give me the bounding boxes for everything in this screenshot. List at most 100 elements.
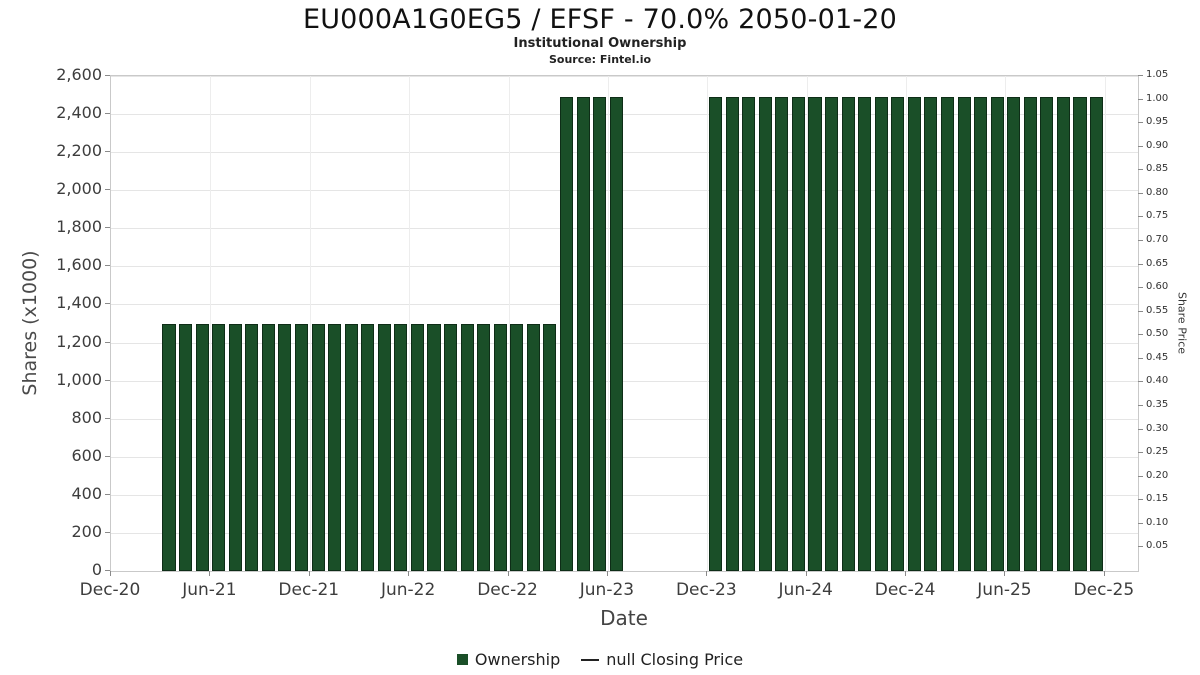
axis-tickmark [105,417,110,419]
ownership-bar [377,323,391,571]
y-axis-right-tick-label: 0.10 [1146,516,1169,528]
y-axis-tick-label: 600 [71,445,102,465]
ownership-bar [245,323,259,571]
ownership-bar [974,96,988,571]
y-axis-tick-label: 2,400 [56,103,102,123]
axis-tickmark [1138,405,1143,406]
gridline [111,342,1138,344]
gridline [111,76,1138,77]
axis-tickmark [1103,571,1105,576]
ownership-bar [510,323,524,571]
axis-tickmark [105,151,110,153]
x-axis-tick-label: Dec-25 [1073,580,1135,600]
gridline [111,532,1138,534]
y-axis-right-tick-label: 0.85 [1146,163,1169,175]
axis-tickmark [105,75,110,76]
ownership-bar [410,323,424,571]
y-axis-title-right: Share Price [1175,291,1189,355]
ownership-bar [808,96,822,571]
axis-tickmark [1138,475,1143,477]
y-axis-tick-label: 2,600 [56,65,102,84]
axis-tickmark [1138,546,1143,548]
axis-tickmark [1138,357,1143,359]
y-axis-right-tick-label: 0.30 [1146,422,1169,434]
gridline [111,190,1138,192]
x-axis-title: Date [600,606,648,630]
gridline [309,76,311,571]
ownership-bar [179,323,193,571]
x-axis-tick-label: Dec-23 [675,580,737,600]
axis-tickmark [110,571,111,576]
ownership-bar [742,96,756,571]
plot-area [110,75,1139,572]
y-axis-tick-label: 1,600 [56,255,102,275]
gridline [111,304,1138,306]
y-axis-tick-label: 1,000 [56,369,102,389]
axis-tickmark [105,303,110,305]
ownership-bar [344,323,358,571]
ownership-bar [1023,96,1037,571]
axis-tickmark [308,571,310,576]
axis-tickmark [1138,145,1143,147]
ownership-bar [858,96,872,571]
ownership-bar [543,323,557,571]
ownership-bar [874,96,888,571]
axis-tickmark [606,571,608,576]
axis-tickmark [105,265,110,267]
gridline [409,76,411,571]
axis-tickmark [706,571,708,576]
y-axis-right-tick-label: 0.80 [1146,186,1169,198]
ownership-bar [477,323,491,571]
axis-tickmark [105,570,110,571]
y-axis-tick-label: 1,800 [56,217,102,237]
gridline [1104,76,1106,571]
ownership-bar [709,96,723,571]
gridline [111,380,1138,382]
gridline [111,494,1138,496]
axis-tickmark [105,455,110,457]
gridline [707,76,709,571]
ownership-bar [460,323,474,571]
y-axis-tick-label: 400 [71,483,102,503]
axis-tickmark [105,531,110,533]
x-axis-tick-label: Jun-22 [380,580,436,600]
y-axis-right-tick-label: 0.15 [1146,493,1169,505]
ownership-bar [825,96,839,571]
axis-tickmark [1138,192,1143,194]
chart-source: Source: Fintel.io [548,53,652,66]
ownership-bar [195,323,209,571]
axis-tickmark [1138,240,1143,241]
y-axis-tick-label: 800 [71,407,102,427]
gridline [210,76,212,571]
axis-tickmark [1004,571,1006,576]
ownership-bar [394,323,408,571]
x-axis-tick-label: Jun-21 [182,580,237,600]
axis-tickmark [408,571,410,576]
axis-tickmark [1138,452,1143,454]
ownership-bar [576,96,590,571]
chart-subtitle: Institutional Ownership [513,36,687,51]
y-axis-right-tick-label: 0.60 [1146,281,1169,293]
axis-tickmark [105,341,110,343]
axis-tickmark [1138,381,1143,383]
y-axis-tick-label: 200 [71,521,102,541]
axis-tickmark [805,571,807,576]
y-axis-right-tick-label: 0.55 [1146,304,1169,316]
ownership-bar [278,323,292,571]
ownership-bar [328,323,342,571]
ownership-bar [957,96,971,571]
y-axis-right-tick-label: 0.95 [1146,116,1169,128]
gridline [111,114,1138,116]
ownership-bar [444,323,458,571]
legend: Ownership null Closing Price [0,650,1200,669]
ownership-bar [261,323,275,571]
gridline [111,456,1138,458]
ownership-bar [1056,96,1070,571]
ownership-bar [990,96,1004,571]
y-axis-tick-label: 0 [91,560,102,579]
ownership-bar [1090,96,1104,571]
ownership-bar [526,323,540,571]
ownership-bar [1007,96,1021,571]
axis-tickmark [1138,263,1143,265]
